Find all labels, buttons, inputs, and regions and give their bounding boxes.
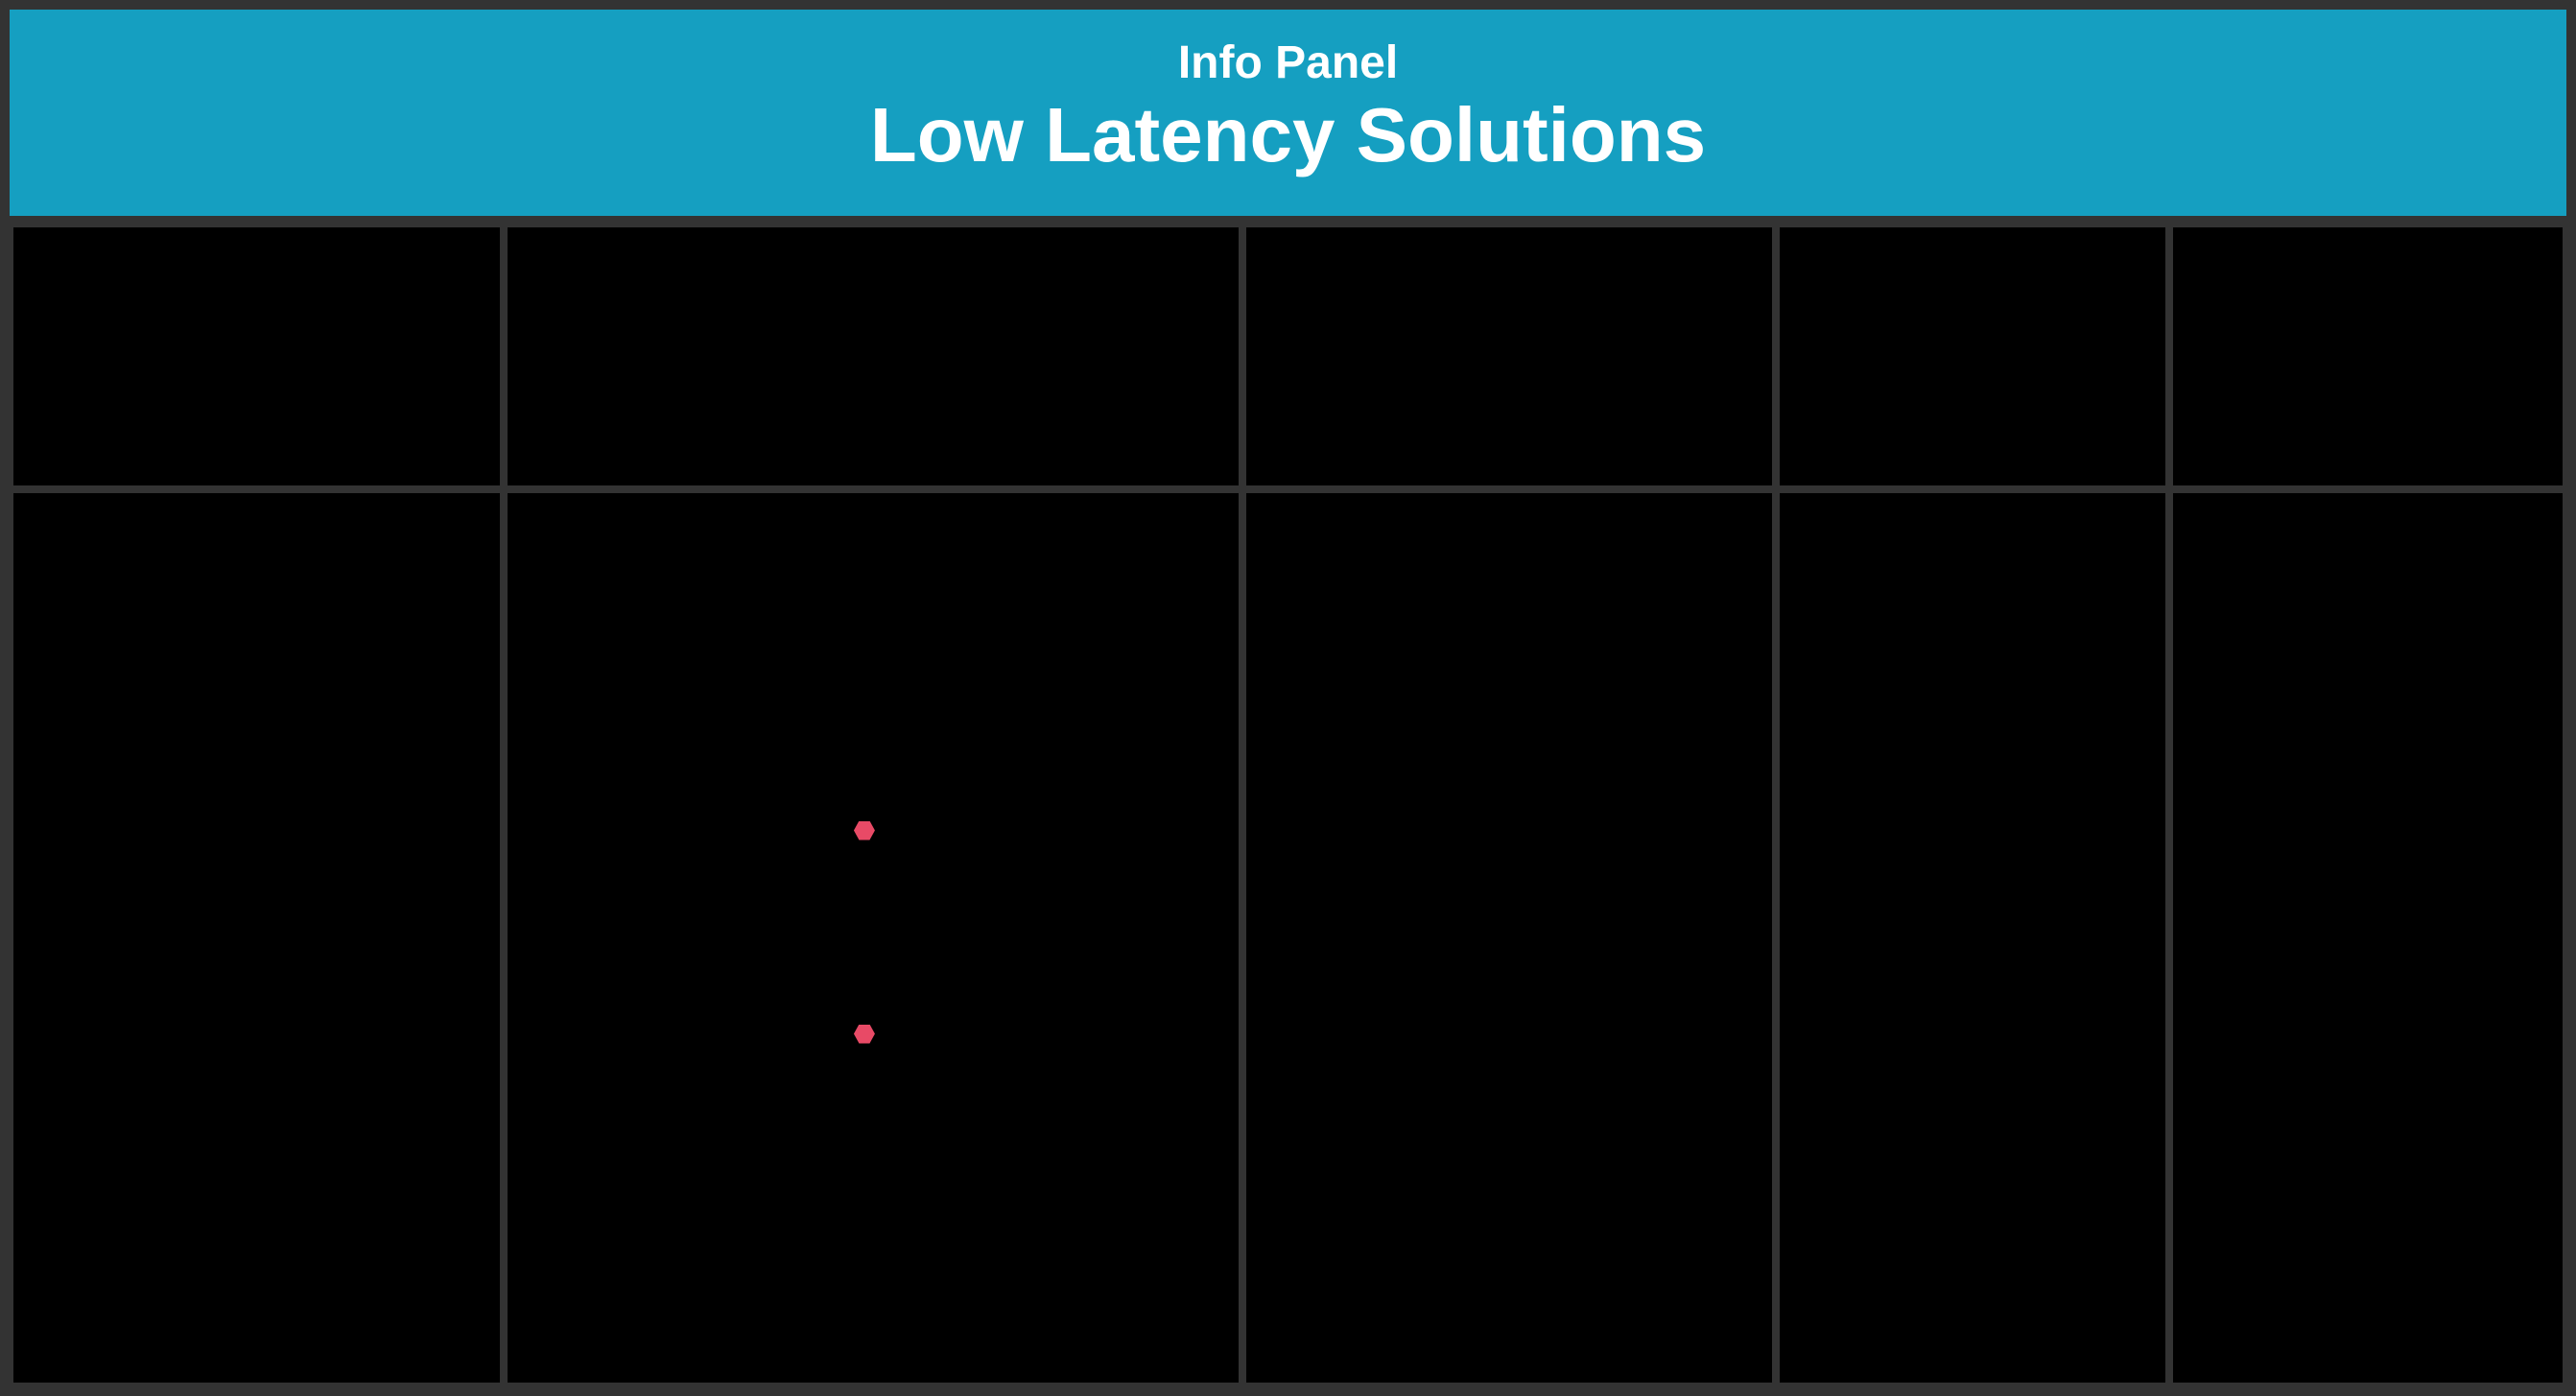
grid-cell <box>1776 224 2169 489</box>
grid-cell <box>10 224 504 489</box>
grid-cell <box>504 224 1242 489</box>
panel-supertitle: Info Panel <box>10 38 2566 89</box>
info-panel: Info Panel Low Latency Solutions <box>0 0 2576 1396</box>
title-bar: Info Panel Low Latency Solutions <box>10 10 2566 216</box>
grid-cell <box>10 489 504 1386</box>
grid-cell <box>504 489 1242 1386</box>
panel-title: Low Latency Solutions <box>10 93 2566 177</box>
grid-cell <box>2169 224 2566 489</box>
grid-cell <box>1242 489 1776 1386</box>
hex-marker-icon <box>854 1025 875 1044</box>
content-grid <box>10 216 2566 1386</box>
grid-cell <box>2169 489 2566 1386</box>
grid-cell <box>1776 489 2169 1386</box>
hex-marker-icon <box>854 821 875 840</box>
grid-cell <box>1242 224 1776 489</box>
